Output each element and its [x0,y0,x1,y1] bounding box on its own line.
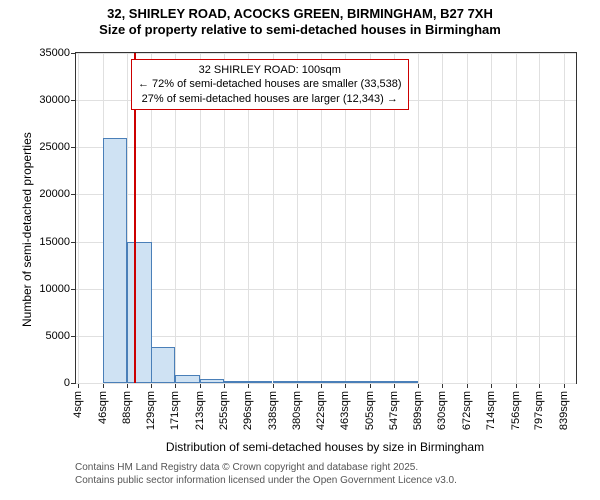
y-tick [71,383,76,384]
x-axis-label: Distribution of semi-detached houses by … [75,440,575,454]
x-tick-label: 171sqm [169,391,181,430]
histogram-bar [297,381,321,383]
histogram-bar [345,381,369,383]
x-tick-label: 714sqm [485,391,497,430]
y-tick-label: 15000 [39,236,70,248]
chart-container: 32, SHIRLEY ROAD, ACOCKS GREEN, BIRMINGH… [0,0,600,500]
histogram-bar [394,381,418,383]
x-tick-label: 46sqm [97,391,109,424]
annotation-line: ← 72% of semi-detached houses are smalle… [138,77,402,91]
histogram-bar [370,381,394,383]
y-tick [71,100,76,101]
y-tick [71,336,76,337]
x-tick-label: 756sqm [510,391,522,430]
x-tick-label: 463sqm [339,391,351,430]
x-tick-label: 672sqm [461,391,473,430]
chart-title: 32, SHIRLEY ROAD, ACOCKS GREEN, BIRMINGH… [0,6,600,39]
histogram-bar [321,381,345,383]
y-tick-label: 20000 [39,188,70,200]
y-tick [71,147,76,148]
x-tick-label: 797sqm [533,391,545,430]
x-tick-label: 129sqm [145,391,157,430]
x-tick-label: 839sqm [558,391,570,430]
x-tick-label: 88sqm [121,391,133,424]
histogram-bar [127,242,151,383]
x-tick-label: 296sqm [242,391,254,430]
histogram-bar [273,381,297,383]
histogram-bar [200,379,224,383]
x-tick-label: 255sqm [218,391,230,430]
y-tick-label: 10000 [39,283,70,295]
gridline-vertical [467,53,468,383]
x-tick-label: 589sqm [412,391,424,430]
plot-area: 4sqm46sqm88sqm129sqm171sqm213sqm255sqm29… [75,52,577,384]
x-tick-label: 338sqm [267,391,279,430]
gridline-horizontal [76,147,576,148]
gridline-vertical [516,53,517,383]
histogram-bar [103,138,127,383]
x-tick-label: 630sqm [436,391,448,430]
x-tick-label: 4sqm [72,391,84,418]
gridline-horizontal [76,53,576,54]
y-tick [71,53,76,54]
y-tick-label: 35000 [39,47,70,59]
x-tick-label: 422sqm [315,391,327,430]
footer-attribution: Contains HM Land Registry data © Crown c… [75,462,457,487]
y-tick-label: 30000 [39,94,70,106]
gridline-vertical [78,53,79,383]
gridline-vertical [539,53,540,383]
histogram-bar [248,381,272,383]
title-line-2: Size of property relative to semi-detach… [0,22,600,38]
histogram-bar [224,381,248,383]
x-tick-label: 505sqm [364,391,376,430]
y-tick-label: 25000 [39,141,70,153]
y-tick [71,242,76,243]
gridline-vertical [418,53,419,383]
footer-line-1: Contains HM Land Registry data © Crown c… [75,462,457,475]
gridline-horizontal [76,194,576,195]
histogram-bar [175,375,199,383]
histogram-bar [151,347,175,383]
x-tick-label: 380sqm [291,391,303,430]
title-line-1: 32, SHIRLEY ROAD, ACOCKS GREEN, BIRMINGH… [0,6,600,22]
gridline-vertical [442,53,443,383]
x-tick-label: 213sqm [194,391,206,430]
gridline-vertical [491,53,492,383]
annotation-box: 32 SHIRLEY ROAD: 100sqm← 72% of semi-det… [131,59,409,110]
y-tick [71,194,76,195]
annotation-line: 32 SHIRLEY ROAD: 100sqm [138,63,402,77]
y-tick [71,289,76,290]
y-tick-label: 0 [64,377,70,389]
gridline-vertical [564,53,565,383]
annotation-line: 27% of semi-detached houses are larger (… [138,92,402,106]
gridline-horizontal [76,383,576,384]
y-axis-label: Number of semi-detached properties [20,132,34,327]
footer-line-2: Contains public sector information licen… [75,475,457,488]
x-tick-label: 547sqm [388,391,400,430]
y-tick-label: 5000 [46,330,70,342]
